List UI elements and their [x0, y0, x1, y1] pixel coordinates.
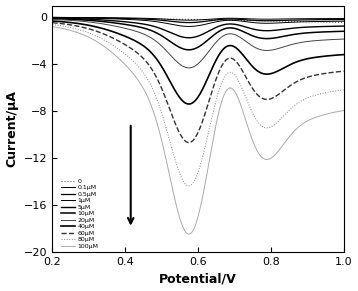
- Y-axis label: Current/μA: Current/μA: [6, 90, 19, 167]
- Legend: 0, 0.1μM, 0.5μM, 1μM, 5μM, 10μM, 20μM, 40μM, 60μM, 80μM, 100μM: 0, 0.1μM, 0.5μM, 1μM, 5μM, 10μM, 20μM, 4…: [62, 178, 99, 249]
- X-axis label: Potential/V: Potential/V: [159, 272, 237, 285]
